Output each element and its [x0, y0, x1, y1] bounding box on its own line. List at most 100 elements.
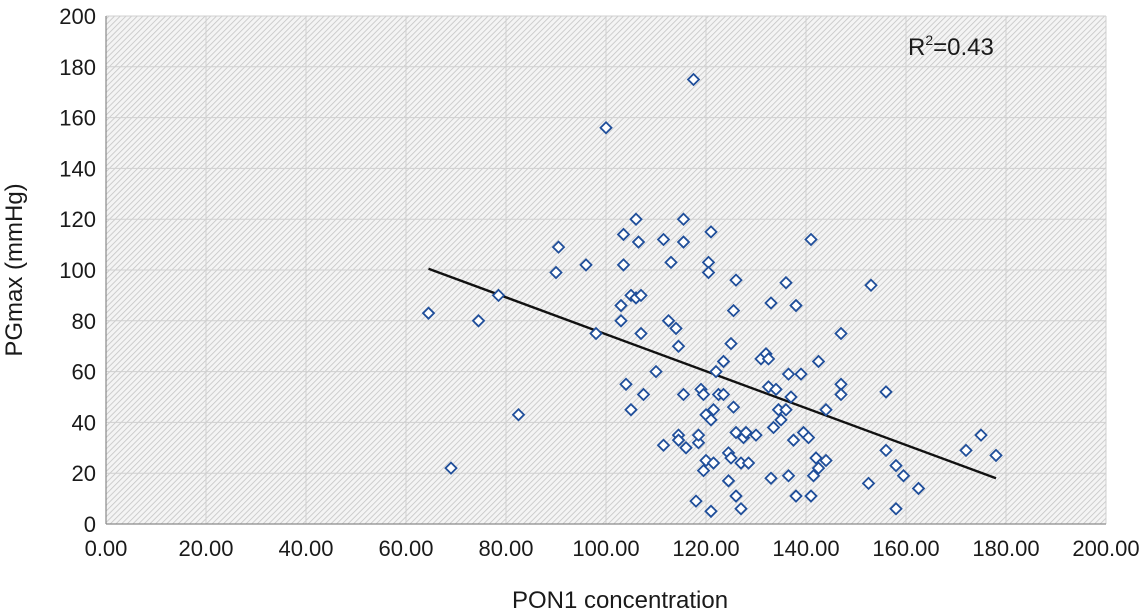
data-point	[989, 448, 1003, 463]
data-point	[679, 441, 693, 455]
data-point	[889, 501, 903, 516]
data-point	[471, 314, 486, 328]
x-tick-label: 40.00	[278, 536, 333, 561]
r-squared-annotation: R2=0.43	[908, 32, 994, 61]
data-point	[444, 461, 458, 475]
data-point	[671, 433, 686, 447]
y-tick-label: 160	[59, 106, 96, 131]
data-point	[656, 232, 671, 247]
data-point	[861, 476, 876, 491]
data-point	[676, 212, 691, 226]
data-point	[834, 326, 848, 341]
r-squared-value: =0.43	[933, 34, 994, 61]
data-point	[716, 387, 731, 402]
data-point	[959, 443, 973, 458]
x-tick-label: 180.00	[972, 536, 1039, 561]
y-tick-label: 0	[84, 512, 96, 537]
data-point	[709, 364, 723, 379]
data-point	[729, 273, 743, 287]
data-point	[739, 425, 753, 440]
data-point	[619, 377, 633, 392]
data-point	[724, 336, 738, 351]
x-tick-label: 0.00	[85, 536, 128, 561]
data-point	[511, 408, 526, 422]
data-point	[669, 321, 683, 336]
data-point	[781, 468, 796, 483]
data-point	[616, 227, 631, 242]
data-point	[656, 438, 671, 453]
data-point	[781, 367, 796, 381]
x-tick-label: 120.00	[672, 536, 739, 561]
data-point	[649, 364, 663, 379]
data-point	[864, 278, 878, 293]
data-point	[721, 474, 736, 488]
data-point	[974, 428, 988, 442]
axes	[105, 16, 1106, 525]
data-point	[804, 232, 818, 247]
r-squared-superscript: 2	[925, 32, 933, 48]
data-point	[636, 387, 651, 402]
data-point	[879, 443, 893, 458]
data-point	[491, 288, 506, 303]
data-point	[794, 367, 808, 381]
y-axis-title: PGmax (mmHg)	[1, 183, 28, 356]
data-point	[614, 298, 628, 313]
data-point	[676, 387, 691, 402]
data-point	[761, 352, 776, 366]
data-point	[726, 400, 741, 414]
data-point	[579, 258, 593, 272]
data-point	[631, 235, 646, 249]
y-tick-label: 60	[72, 360, 96, 385]
data-point	[786, 433, 801, 447]
data-point	[819, 402, 833, 417]
data-point	[724, 451, 738, 465]
data-point	[704, 225, 718, 239]
data-point	[734, 501, 748, 516]
x-tick-label: 80.00	[478, 536, 533, 561]
data-points	[421, 72, 1003, 519]
data-point	[549, 265, 563, 280]
r-squared-prefix: R	[908, 34, 925, 61]
data-point	[809, 451, 823, 465]
data-point	[789, 298, 803, 313]
data-point	[789, 489, 803, 503]
y-tick-label: 200	[59, 4, 96, 29]
data-point	[741, 456, 756, 470]
data-point	[726, 303, 741, 318]
data-point	[589, 326, 603, 341]
data-point	[879, 385, 893, 399]
data-point	[421, 306, 436, 320]
data-point	[599, 120, 613, 135]
data-point	[911, 481, 926, 496]
data-point	[774, 413, 788, 427]
y-tick-labels: 0 20 40 60 80 100 120 140 160 180 200	[59, 4, 96, 537]
data-point	[706, 402, 721, 417]
grid-lines	[105, 15, 1107, 525]
data-point	[769, 382, 783, 397]
data-point	[779, 402, 793, 417]
data-point	[661, 314, 676, 328]
data-point	[804, 489, 818, 503]
data-point	[801, 430, 816, 445]
x-tick-label: 60.00	[378, 536, 433, 561]
data-point	[701, 265, 716, 280]
y-tick-label: 80	[72, 309, 96, 334]
data-point	[634, 288, 648, 303]
data-point	[671, 339, 686, 353]
data-point	[689, 494, 703, 508]
y-tick-label: 100	[59, 258, 96, 283]
x-tick-label: 200.00	[1072, 536, 1139, 561]
y-tick-label: 180	[59, 55, 96, 80]
data-point	[704, 413, 718, 427]
x-tick-label: 140.00	[772, 536, 839, 561]
x-axis-title: PON1 concentration	[512, 587, 728, 614]
data-point	[691, 435, 706, 450]
y-tick-label: 20	[72, 461, 96, 486]
data-point	[749, 428, 763, 442]
data-point	[704, 504, 718, 519]
data-point	[764, 296, 778, 310]
data-point	[629, 212, 643, 226]
x-tick-label: 160.00	[872, 536, 939, 561]
data-point	[616, 258, 631, 272]
data-point	[696, 463, 711, 478]
